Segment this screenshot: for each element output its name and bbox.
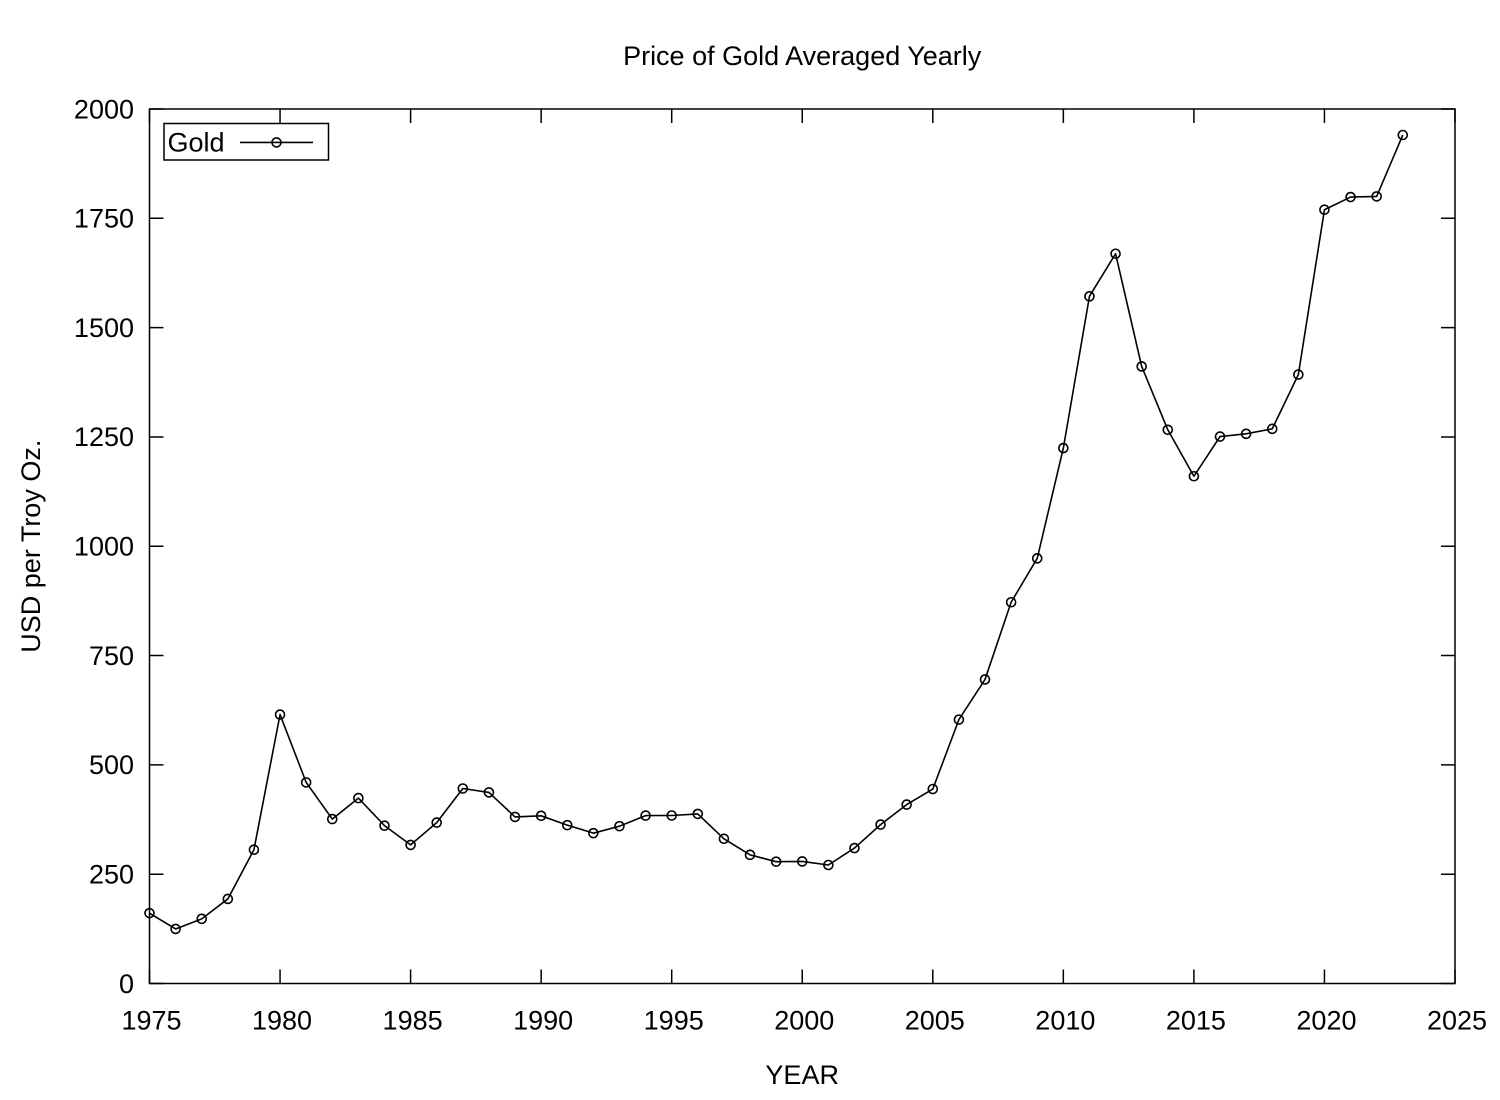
svg-text:1750: 1750 [74,204,134,234]
svg-text:Gold: Gold [168,128,225,158]
svg-text:USD per Troy Oz.: USD per Troy Oz. [16,440,46,653]
svg-text:1990: 1990 [513,1006,573,1036]
svg-text:1980: 1980 [252,1006,312,1036]
svg-text:2000: 2000 [74,94,134,124]
svg-text:1985: 1985 [383,1006,443,1036]
svg-text:2010: 2010 [1035,1006,1095,1036]
svg-text:Price of Gold Averaged Yearly: Price of Gold Averaged Yearly [623,41,982,71]
svg-text:1500: 1500 [74,313,134,343]
svg-text:2020: 2020 [1296,1006,1356,1036]
svg-text:2000: 2000 [774,1006,834,1036]
svg-text:2005: 2005 [905,1006,965,1036]
svg-text:1995: 1995 [644,1006,704,1036]
svg-text:1000: 1000 [74,532,134,562]
svg-text:750: 750 [89,641,134,671]
svg-text:YEAR: YEAR [765,1060,839,1090]
svg-text:1250: 1250 [74,422,134,452]
svg-text:2025: 2025 [1427,1006,1487,1036]
svg-text:500: 500 [89,750,134,780]
svg-text:2015: 2015 [1166,1006,1226,1036]
svg-text:0: 0 [119,969,134,999]
svg-text:250: 250 [89,859,134,889]
svg-text:1975: 1975 [121,1006,181,1036]
